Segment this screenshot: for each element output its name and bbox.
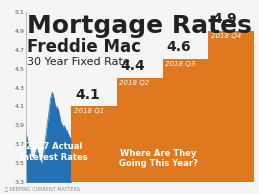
Text: 4.6: 4.6 — [166, 40, 191, 54]
Bar — [117, 78, 163, 182]
Text: 2018 Q1: 2018 Q1 — [74, 108, 104, 114]
Text: Where Are They
Going This Year?: Where Are They Going This Year? — [119, 149, 197, 168]
Text: 4.9: 4.9 — [212, 12, 236, 26]
Text: 2017 Actual
Interest Rates: 2017 Actual Interest Rates — [20, 142, 88, 162]
Text: 2018 Q3: 2018 Q3 — [165, 61, 195, 67]
Text: 2018 Q4: 2018 Q4 — [211, 33, 241, 38]
Text: 2018 Q2: 2018 Q2 — [119, 80, 150, 86]
Text: Ⓒ KEEPING CURRENT MATTERS: Ⓒ KEEPING CURRENT MATTERS — [5, 187, 80, 192]
Text: 4.4: 4.4 — [121, 59, 146, 73]
Bar — [163, 59, 208, 182]
Text: Mortgage Rates: Mortgage Rates — [27, 14, 252, 37]
Text: 4.1: 4.1 — [75, 88, 100, 102]
Bar — [208, 31, 254, 182]
Text: Freddie Mac: Freddie Mac — [27, 38, 141, 56]
Bar — [71, 107, 117, 182]
Text: 30 Year Fixed Rate: 30 Year Fixed Rate — [27, 57, 130, 67]
